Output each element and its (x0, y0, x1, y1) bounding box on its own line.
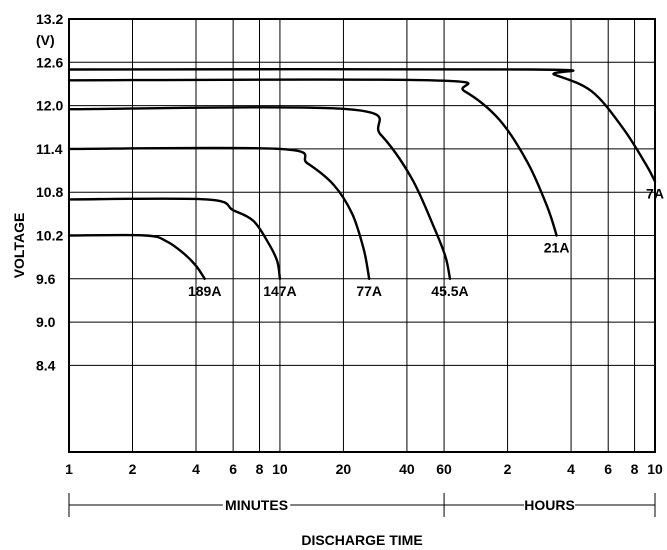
y-tick-label-12-6: 12.6 (36, 54, 63, 70)
y-tick-label-8-4: 8.4 (36, 357, 56, 373)
curve-45-5a (67, 106, 452, 280)
curve-147a (67, 197, 282, 280)
curve-label-77a: 77A (356, 283, 382, 299)
x-tick-label-480: 8 (631, 461, 639, 477)
x-tick-label-60: 60 (436, 461, 452, 477)
range-label-minutes: MINUTES (225, 497, 288, 513)
curve-label-147a: 147A (263, 283, 296, 299)
y-axis-title: VOLTAGE (11, 213, 27, 279)
curve-label-21a: 21A (544, 240, 570, 256)
y-tick-label-9-0: 9.0 (36, 314, 56, 330)
x-tick-label-10: 10 (272, 461, 288, 477)
range-label-hours: HOURS (524, 497, 575, 513)
x-tick-label-600: 10 (647, 461, 663, 477)
y-tick-label-11-4: 11.4 (36, 141, 63, 157)
y-tick-label-10-8: 10.8 (36, 184, 63, 200)
x-tick-label-20: 20 (336, 461, 352, 477)
curve-77a (67, 146, 371, 280)
x-tick-label-1: 1 (65, 461, 73, 477)
y-tick-label-9-6: 9.6 (36, 271, 56, 287)
x-tick-label-4: 4 (192, 461, 200, 477)
curve-label-45-5a: 45.5A (431, 283, 468, 299)
x-tick-label-2: 2 (129, 461, 137, 477)
y-tick-label-13-2: 13.2 (36, 11, 63, 27)
x-tick-labels: 1 2 4 6 8 10 20 40 60 2 4 6 8 10 (65, 461, 663, 477)
curve-labels: 189A 147A 77A 45.5A 21A 7A (188, 185, 664, 298)
x-tick-label-360: 6 (604, 461, 612, 477)
x-tick-label-6: 6 (229, 461, 237, 477)
x-axis-title: DISCHARGE TIME (301, 532, 422, 548)
y-axis-unit: (V) (36, 32, 55, 48)
discharge-curves (67, 67, 657, 280)
curve-189a (67, 233, 206, 280)
y-tick-label-10-2: 10.2 (36, 228, 63, 244)
grid-lines (68, 18, 656, 453)
time-range-brackets: MINUTES HOURS (68, 493, 656, 517)
x-tick-label-40: 40 (399, 461, 415, 477)
x-tick-label-120: 2 (504, 461, 512, 477)
y-tick-label-12-0: 12.0 (36, 98, 63, 114)
curve-21a (67, 78, 558, 237)
y-tick-labels: 8.4 9.0 9.6 10.2 10.8 11.4 12.0 12.6 13.2 (36, 11, 63, 373)
x-tick-label-8: 8 (256, 461, 264, 477)
x-tick-label-240: 4 (567, 461, 575, 477)
curve-label-7a: 7A (646, 185, 664, 201)
curve-7a (67, 67, 657, 183)
curve-label-189a: 189A (188, 283, 221, 299)
